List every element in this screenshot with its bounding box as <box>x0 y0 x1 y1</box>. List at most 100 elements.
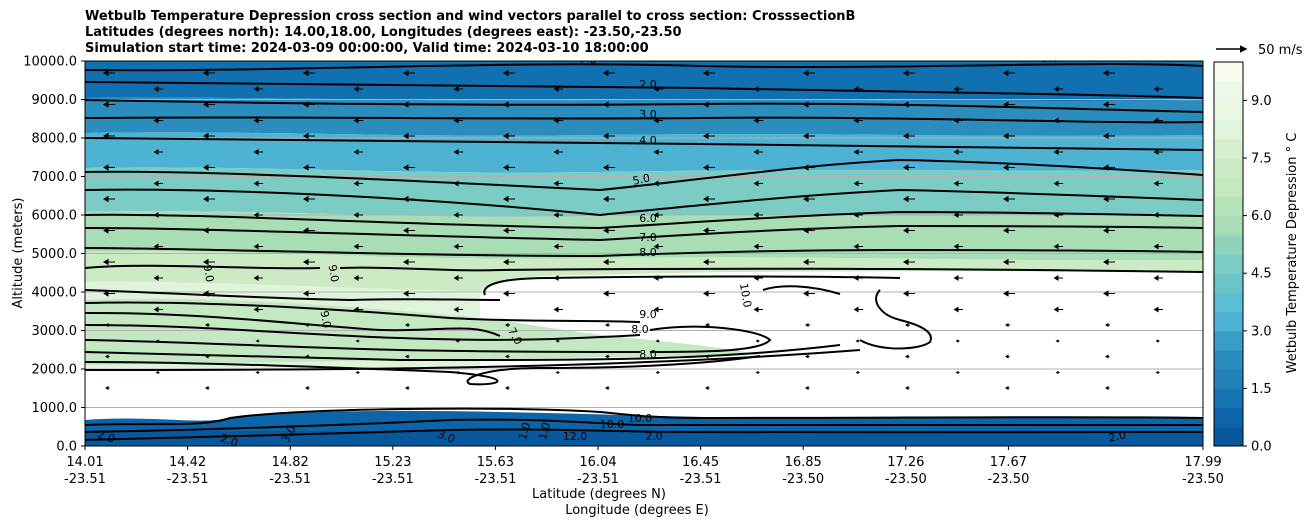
wind-arrow-icon <box>303 132 315 140</box>
wind-arrow-icon <box>105 354 110 359</box>
wind-arrow-icon <box>453 86 463 92</box>
wind-arrow-icon <box>1153 212 1163 218</box>
wind-arrow-icon <box>353 86 363 92</box>
contour-line <box>85 158 1203 192</box>
wind-arrow-icon <box>1103 258 1115 266</box>
wind-arrow-icon <box>703 290 715 297</box>
colorbar-swatch <box>1214 292 1243 313</box>
x-tick-label-lon: -23.51 <box>167 472 209 487</box>
wind-arrow-icon <box>403 101 415 108</box>
contour-labels: 2.0 2.0 2.0 3.0 4.0 5.0 6.0 7.0 8.0 8.0 8.0 9.0 9.0 9… <box>96 61 1127 446</box>
wind-arrow-icon <box>103 258 115 266</box>
y-tick-label: 7000.0 <box>32 170 78 185</box>
band-boundary-layer-dark <box>85 430 1203 446</box>
wind-arrow-icon <box>805 354 810 359</box>
wind-arrow-icon <box>1105 385 1110 391</box>
wind-arrow-icon <box>503 101 515 108</box>
wind-arrow-icon <box>1153 275 1163 281</box>
chart-title-line-1: Wetbulb Temperature Depression cross sec… <box>85 9 855 24</box>
contour-label: 2.0 <box>1107 428 1127 444</box>
wind-arrow-icon <box>103 227 115 234</box>
x-tick-label-lon: -23.51 <box>474 472 516 487</box>
band-6000 <box>85 211 1203 261</box>
colorbar-tick-label: 9.0 <box>1251 94 1272 109</box>
wind-arrow-icon <box>305 322 310 328</box>
x-tick-label-lat: 14.82 <box>272 455 309 470</box>
y-tick-label: 4000.0 <box>32 286 78 301</box>
colorbar-label: Wetbulb Temperature Depression ° C <box>1285 133 1300 374</box>
contour-line <box>85 188 1203 217</box>
colorbar-swatch <box>1214 388 1243 409</box>
wind-arrow-icon <box>653 275 663 281</box>
wind-arrow-icon <box>703 101 715 108</box>
colorbar-swatch <box>1214 234 1243 255</box>
contour-line <box>85 324 641 341</box>
wind-arrow-icon <box>303 101 315 108</box>
wind-arrow-icon <box>153 306 163 313</box>
wind-arrow-icon <box>153 243 163 250</box>
wind-arrow-icon <box>105 322 110 328</box>
wind-arrow-icon <box>603 227 615 234</box>
wind-arrow-icon <box>1053 86 1063 92</box>
wind-arrow-icon <box>203 258 215 266</box>
wind-arrow-icon <box>853 275 863 281</box>
wind-arrow-icon <box>405 385 410 391</box>
wind-arrow-icon <box>503 227 515 234</box>
contour-line <box>85 224 1203 242</box>
wind-arrow-icon <box>1153 180 1163 187</box>
wind-arrow-icon <box>453 149 463 155</box>
wind-arrow-icon <box>103 195 115 203</box>
wind-arrow-icon <box>553 275 563 281</box>
wind-arrow-icon <box>403 227 415 234</box>
wind-arrow-icon <box>403 290 415 297</box>
wind-arrow-icon <box>653 306 663 313</box>
contour-label: 10.0 <box>628 412 653 425</box>
wind-arrow-icon <box>153 212 163 218</box>
contour-label: 8.0 <box>639 348 657 361</box>
wind-arrow-icon <box>953 86 963 92</box>
wind-arrow-icon <box>605 322 610 328</box>
wind-arrow-icon <box>903 290 915 297</box>
contour-lines <box>85 63 1203 441</box>
wind-arrow-icon <box>303 258 315 266</box>
contour-line <box>85 264 321 270</box>
colorbar-swatch <box>1214 158 1243 178</box>
wind-arrow-icon <box>253 212 263 218</box>
x-tick-label-lon: -23.51 <box>64 472 106 487</box>
x-tick-label-lon: -23.51 <box>372 472 414 487</box>
wind-arrow-icon <box>955 370 960 375</box>
contour-label: 3.0 <box>436 428 457 446</box>
wind-arrow-icon <box>1105 354 1110 359</box>
colorbar-swatch <box>1214 138 1243 159</box>
wind-arrow-icon <box>505 385 510 391</box>
wind-arrow-icon <box>903 227 915 234</box>
x-tick-label-lon: -23.50 <box>782 472 824 487</box>
contour-line <box>762 285 841 295</box>
wind-arrow-icon <box>153 275 163 281</box>
wind-arrow-icon <box>855 339 860 343</box>
wind-arrow-icon <box>753 212 763 218</box>
wind-arrow-icon <box>103 164 115 171</box>
wind-arrow-icon <box>1153 149 1163 155</box>
wind-arrow-icon <box>455 339 460 343</box>
wind-arrow-icon <box>1103 290 1115 297</box>
wind-arrow-icon <box>503 290 515 297</box>
contour-line <box>85 301 641 323</box>
chart-title-line-3: Simulation start time: 2024-03-09 00:00:… <box>85 41 649 56</box>
contour-label: 5.0 <box>631 171 651 187</box>
wind-arrow-icon <box>753 306 763 313</box>
wind-arrow-icon <box>303 195 315 203</box>
wind-arrow-icon <box>253 243 263 250</box>
y-axis-label: Altitude (meters) <box>11 198 26 309</box>
wind-arrow-icon <box>403 69 415 77</box>
wind-arrow-icon <box>753 243 763 250</box>
contour-label: 1.0 <box>516 421 533 441</box>
y-gridlines <box>85 99 1203 408</box>
wind-arrow-icon <box>953 149 963 155</box>
wind-arrow-icon <box>803 69 815 77</box>
contour-line <box>85 349 861 371</box>
wind-arrow-icon <box>503 164 515 171</box>
wind-arrow-icon <box>1003 101 1015 108</box>
wind-arrow-icon <box>353 149 363 155</box>
colorbar-swatch <box>1214 426 1243 447</box>
